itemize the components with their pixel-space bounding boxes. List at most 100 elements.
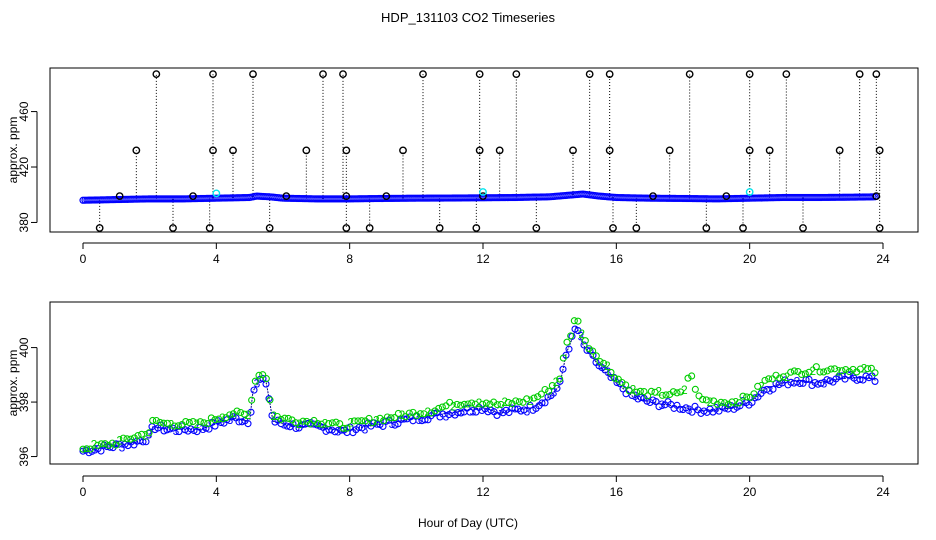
sensor-2-point bbox=[812, 363, 820, 371]
sensor-2-point bbox=[119, 434, 127, 442]
outlier-point bbox=[605, 146, 614, 155]
sensor-2-point bbox=[519, 398, 527, 406]
x-tick-label: 24 bbox=[876, 485, 890, 499]
sensor-2-point bbox=[262, 375, 270, 383]
y-tick-label: 398 bbox=[17, 392, 31, 412]
sensor-2-point bbox=[625, 387, 633, 395]
sensor-2-point bbox=[196, 418, 204, 426]
sensor-3-point bbox=[814, 380, 822, 388]
sensor-3-point bbox=[751, 394, 759, 402]
sensor-3-point bbox=[805, 375, 813, 383]
sensor-2-point bbox=[574, 317, 582, 325]
sensor-2-point bbox=[343, 424, 351, 432]
sensor-2-point bbox=[105, 441, 113, 449]
sensor-3-point bbox=[574, 327, 582, 335]
outlier-point bbox=[739, 224, 747, 232]
x-tick-label: 12 bbox=[476, 252, 490, 266]
sensor-3-glyph: 3 bbox=[713, 402, 720, 416]
y-tick-label: 396 bbox=[17, 446, 31, 466]
sensor-3-point bbox=[769, 385, 777, 393]
sensor-2-point bbox=[541, 385, 549, 394]
sensor-2-point bbox=[204, 419, 212, 428]
sensor-2-point bbox=[248, 396, 256, 404]
outlier-point bbox=[745, 70, 754, 79]
sensor-2-point bbox=[284, 414, 292, 422]
sensor-3-point bbox=[817, 379, 825, 387]
sensor-2-point bbox=[721, 399, 729, 407]
sensor-2-glyph: 2 bbox=[835, 364, 842, 378]
sensor-2-point bbox=[600, 359, 608, 367]
sensor-3-point bbox=[541, 399, 549, 407]
sensor-2-glyph: 2 bbox=[296, 417, 303, 431]
sensor-3-point bbox=[97, 447, 105, 455]
sensor-2-point bbox=[567, 332, 575, 340]
sensor-2-point bbox=[453, 400, 461, 408]
outlier-point bbox=[339, 70, 347, 79]
chart-title: HDP_131103 CO2 Timeseries bbox=[381, 10, 555, 25]
sensor-2-point bbox=[383, 413, 391, 421]
sensor-3-point bbox=[244, 420, 252, 428]
y-tick-label: 420 bbox=[17, 157, 31, 177]
sensor-2-point bbox=[317, 420, 325, 428]
outlier-point bbox=[512, 70, 521, 79]
x-tick-label: 0 bbox=[80, 485, 87, 499]
sensor-2-point bbox=[779, 373, 787, 381]
outlier-point bbox=[132, 146, 141, 155]
sensor-2-point bbox=[211, 416, 219, 424]
sensor-2-point bbox=[365, 414, 373, 422]
sensor-2-point bbox=[354, 417, 362, 425]
sensor-2-point bbox=[350, 417, 358, 425]
sensor-3-glyph: 3 bbox=[632, 389, 639, 403]
sensor-2-point bbox=[864, 365, 872, 373]
outlier-point bbox=[435, 224, 444, 232]
sensor-3-point bbox=[355, 423, 363, 432]
outlier-point bbox=[282, 192, 291, 201]
outlier-point bbox=[479, 192, 487, 201]
sensor-3-point bbox=[796, 379, 804, 388]
sensor-3-point bbox=[787, 378, 795, 386]
outlier-point bbox=[765, 146, 774, 155]
sensor-2-point bbox=[281, 414, 289, 422]
sensor-3-glyph: 3 bbox=[551, 386, 558, 400]
outlier-point bbox=[342, 146, 351, 155]
outlier-point bbox=[342, 224, 351, 232]
sensor-3-glyph: 3 bbox=[362, 423, 369, 437]
sensor-3-point bbox=[283, 422, 291, 430]
x-tick-label: 16 bbox=[610, 252, 624, 266]
sensor-2-point bbox=[827, 365, 835, 373]
sensor-2-point bbox=[871, 369, 879, 377]
sensor-2-point bbox=[405, 409, 413, 417]
sensor-2-glyph: 2 bbox=[399, 408, 406, 422]
x-tick-label: 16 bbox=[610, 485, 624, 499]
sensor-2-glyph: 2 bbox=[655, 385, 662, 399]
top-data-marks bbox=[79, 70, 884, 232]
sensor-2-glyph: 2 bbox=[168, 417, 175, 431]
outlier-point bbox=[799, 224, 807, 232]
sensor-2-point bbox=[512, 397, 520, 405]
outlier-point bbox=[209, 146, 217, 155]
sensor-2-point bbox=[592, 352, 600, 360]
sensor-2-point bbox=[482, 399, 490, 407]
sensor-3-point bbox=[565, 345, 573, 353]
sensor-2-point bbox=[266, 396, 274, 404]
sensor-2-point bbox=[717, 398, 725, 406]
sensor-3-point bbox=[856, 375, 864, 384]
sensor-3-glyph: 3 bbox=[578, 329, 585, 343]
sensor-2-point bbox=[515, 398, 523, 406]
sensor-3-point bbox=[139, 438, 147, 446]
sensor-2-glyph: 2 bbox=[193, 417, 200, 431]
sensor-3-point bbox=[682, 404, 690, 412]
x-tick-label: 20 bbox=[743, 252, 757, 266]
sensor-2-point bbox=[79, 445, 87, 453]
sensor-3-glyph: 3 bbox=[524, 404, 531, 418]
sensor-2-point bbox=[94, 441, 102, 449]
sensor-3-point bbox=[610, 373, 618, 381]
sensor-2-glyph: 2 bbox=[142, 429, 149, 443]
sensor-2-point bbox=[856, 365, 864, 373]
sensor-3-point bbox=[688, 408, 696, 416]
sensor-2-point bbox=[497, 400, 505, 409]
sensor-2-point bbox=[724, 400, 732, 408]
sensor-3-point bbox=[538, 399, 546, 407]
sensor-3-point bbox=[277, 420, 285, 428]
bottom-panel: approx. ppm 0 4 8 12 16 20 24 396 398 400 3 3 3 3 3 3 3… bbox=[6, 301, 919, 499]
